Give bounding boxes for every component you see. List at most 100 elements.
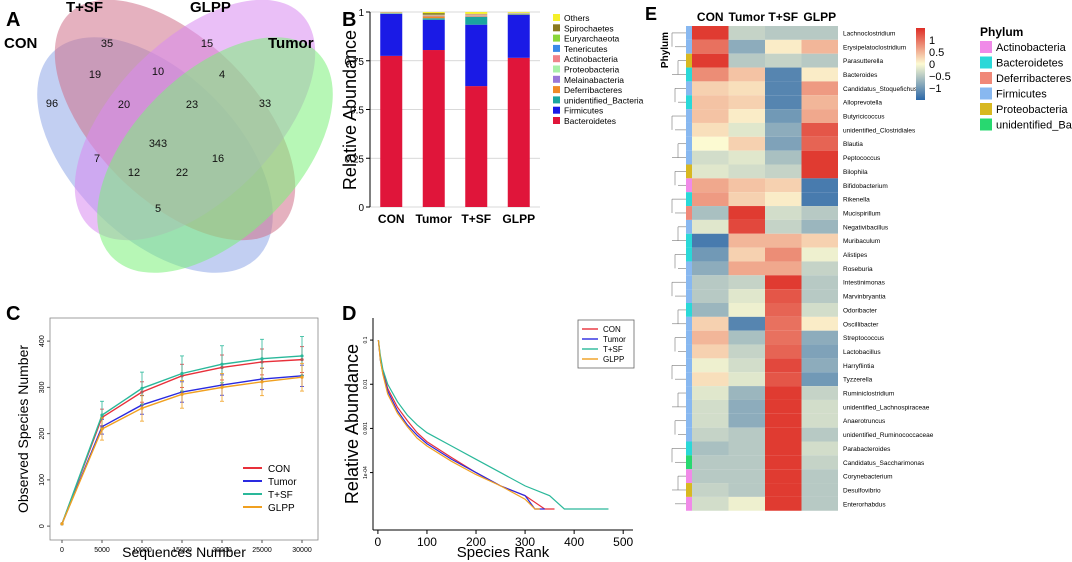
heatmap-cell	[801, 441, 838, 456]
heatmap-row-label: Alistipes	[843, 252, 868, 259]
heatmap-cell	[801, 483, 838, 497]
heatmap-cell	[765, 53, 802, 68]
legend-label: GLPP	[603, 355, 624, 364]
rank-abundance-chart: 0 100 200 300 400 500 0.1 0.01 0.001 1e-04 Species…	[342, 318, 635, 561]
heatmap-cell	[728, 192, 765, 207]
heatmap-cell	[765, 455, 802, 470]
scale-tick-label: −0.5	[929, 71, 951, 83]
heatmap-cell	[801, 233, 838, 248]
venn-count-con-tsf: 19	[89, 69, 101, 81]
y-tick-label: 0.75	[345, 57, 365, 68]
heatmap-cell	[728, 469, 765, 484]
phylum-legend-label: unidentified_Bacteria	[996, 120, 1072, 132]
heatmap-cell	[692, 122, 729, 137]
heatmap-row-label: Bifidobacterium	[843, 183, 888, 190]
venn-count-tsf-only: 35	[101, 38, 113, 50]
data-point	[140, 386, 144, 390]
heatmap-cell	[692, 483, 729, 497]
bar-segment-unidentified_bacteria	[465, 16, 488, 25]
heatmap-cell	[692, 39, 729, 54]
legend-swatch	[553, 106, 560, 114]
y-tick-label: 1e-04	[363, 466, 369, 479]
heatmap-cell	[728, 386, 765, 400]
phylum-legend-swatch	[980, 87, 992, 100]
y-tick-label: 0.001	[363, 422, 369, 435]
heatmap-cell	[728, 275, 765, 290]
heatmap-row-label: Muribaculum	[843, 238, 880, 245]
heatmap-row-label: Streptococcus	[843, 335, 885, 342]
legend-label: CON	[603, 325, 621, 334]
legend-label: CON	[268, 464, 290, 475]
bar-segment-actinobacteria	[465, 14, 488, 16]
phylum-legend-label: Proteobacteria	[996, 104, 1068, 116]
heatmap-cell	[692, 150, 729, 165]
phylum-annotation-cell	[686, 399, 692, 414]
data-point	[260, 380, 264, 384]
heatmap-cell	[692, 164, 729, 179]
data-point	[100, 427, 104, 431]
venn-count-all: 343	[149, 138, 167, 150]
heatmap-row-label: Intestinimonas	[843, 280, 886, 287]
heatmap-cell	[801, 81, 838, 96]
heatmap-row-label: Parabacteroides	[843, 446, 891, 453]
bar-segment-deferribacteres	[465, 16, 488, 17]
heatmap-cell	[765, 441, 802, 456]
heatmap-cell	[728, 247, 765, 262]
heatmap-cell	[801, 386, 838, 400]
bar-segment-others	[465, 12, 488, 14]
phylum-annotation-cell	[686, 483, 692, 497]
heatmap-row-label: Marvinbryantia	[843, 294, 886, 301]
heatmap-cell	[765, 413, 802, 428]
legend-swatch	[553, 44, 560, 52]
heatmap-cell	[728, 164, 765, 179]
phylum-annotation-cell	[686, 413, 692, 428]
heatmap-cell	[765, 164, 802, 179]
phylum-legend-swatch	[980, 72, 992, 84]
heatmap-row-label: Ruminiclostridium	[843, 391, 894, 398]
heatmap-row-label: Enterorhabdus	[843, 501, 886, 508]
x-tick-label: 15000	[172, 547, 192, 554]
rarefaction-curve-chart: 0 5000 10000 15000 20000 25000 30000 0 100 200 300…	[15, 317, 319, 560]
x-tick-label: 400	[564, 535, 584, 549]
heatmap-row-label: Bilophila	[843, 169, 868, 176]
venn-label-tumor: Tumor	[268, 35, 314, 52]
heatmap-cell	[765, 95, 802, 110]
heatmap-cell	[801, 289, 838, 303]
phylum-annotation-cell	[686, 219, 692, 234]
heatmap-cell	[801, 372, 838, 387]
heatmap-cell	[801, 122, 838, 137]
heatmap-column-label: GLPP	[803, 10, 836, 24]
heatmap-cell	[728, 95, 765, 110]
heatmap-cell	[765, 150, 802, 165]
heatmap-cell	[801, 136, 838, 151]
x-tick-label: 5000	[94, 547, 110, 554]
venn-count-con-tumor: 5	[155, 203, 161, 215]
heatmap-cell	[765, 386, 802, 400]
heatmap-row-label: Harryflintia	[843, 363, 874, 370]
heatmap-row-label: Erysipelatoclostridium	[843, 44, 906, 51]
venn-label-tsf: T+SF	[66, 0, 103, 16]
heatmap-cell	[728, 358, 765, 373]
heatmap-column-label: CON	[697, 10, 724, 24]
row-annotation-title: Phylum	[660, 32, 671, 68]
x-tick-label: 0	[375, 535, 382, 549]
heatmap-row-label: Lactobacillus	[843, 349, 881, 356]
series-line-glpp	[377, 340, 540, 510]
panel-label-e: E	[645, 4, 657, 24]
heatmap-cell	[692, 441, 729, 456]
phylum-annotation-cell	[686, 233, 692, 248]
venn-ellipse-tumor	[97, 37, 333, 273]
panel-label-c: C	[6, 303, 20, 325]
heatmap-cell	[692, 413, 729, 428]
x-tick-label: 200	[466, 535, 486, 549]
legend-label: Firmicutes	[564, 106, 603, 116]
heatmap-cell	[692, 455, 729, 470]
y-tick-label: 300	[39, 381, 46, 393]
color-scale-bar	[916, 28, 925, 100]
heatmap-row-label: Tyzzerella	[843, 377, 873, 384]
heatmap-cell	[692, 178, 729, 193]
x-tick-label: 20000	[212, 547, 232, 554]
heatmap-cell	[728, 26, 765, 40]
x-tick-label: 25000	[252, 547, 272, 554]
legend-label: Tumor	[268, 477, 297, 488]
